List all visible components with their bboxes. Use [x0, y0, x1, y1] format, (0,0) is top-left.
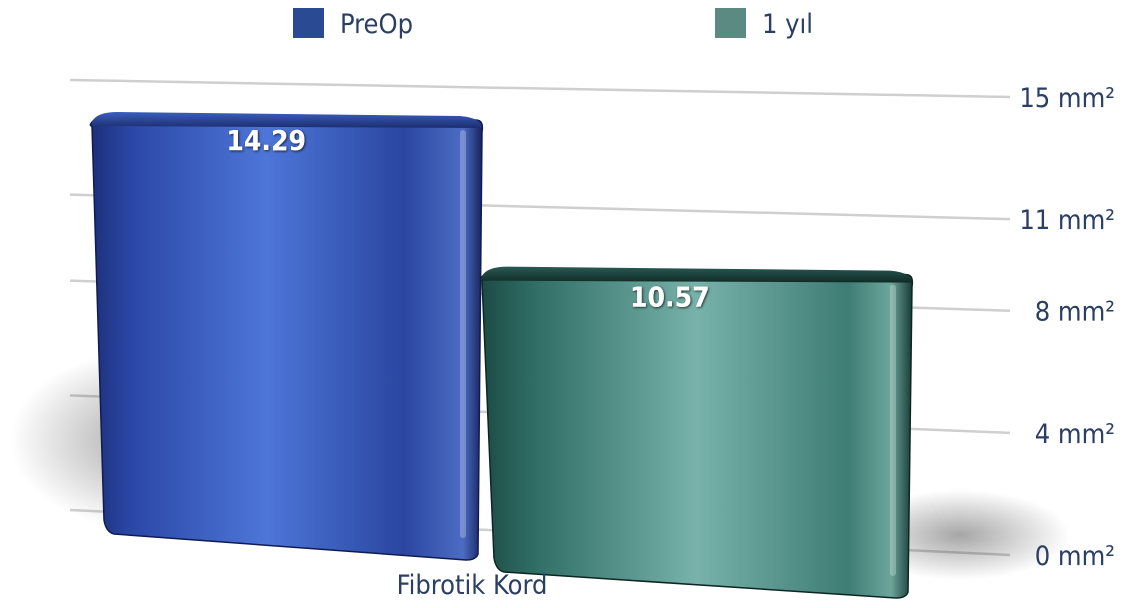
legend-label-preop: PreOp	[340, 9, 413, 40]
bar-top	[482, 266, 912, 283]
legend-swatch-preop	[293, 8, 324, 38]
y-tick-label: 4 mm²	[1035, 419, 1115, 450]
bar-top	[92, 112, 482, 128]
legend-label-1-yil: 1 yıl	[762, 9, 813, 40]
y-tick-label: 15 mm²	[1019, 83, 1115, 114]
y-tick-label: 11 mm²	[1019, 205, 1115, 236]
y-tick-label: 8 mm²	[1035, 297, 1115, 328]
bars	[89, 112, 914, 599]
bar-body	[89, 119, 484, 561]
category-label: Fibrotik Kord	[397, 570, 548, 601]
gridline	[69, 78, 1011, 99]
bar-highlight	[460, 130, 466, 538]
bar-body	[479, 273, 914, 599]
bar-preop	[89, 112, 484, 561]
data-label: 10.57	[630, 281, 710, 314]
y-tick-label: 0 mm²	[1035, 541, 1115, 572]
legend: PreOp 1 yıl	[293, 8, 813, 40]
data-labels: 14.29 10.57	[226, 124, 709, 314]
y-axis-tick-labels: 0 mm² 4 mm² 8 mm² 11 mm² 15 mm²	[1019, 83, 1115, 572]
bar-1-yil	[479, 266, 914, 599]
legend-swatch-1-yil	[715, 8, 746, 38]
data-label: 14.29	[226, 124, 306, 157]
bar-highlight	[890, 284, 896, 576]
